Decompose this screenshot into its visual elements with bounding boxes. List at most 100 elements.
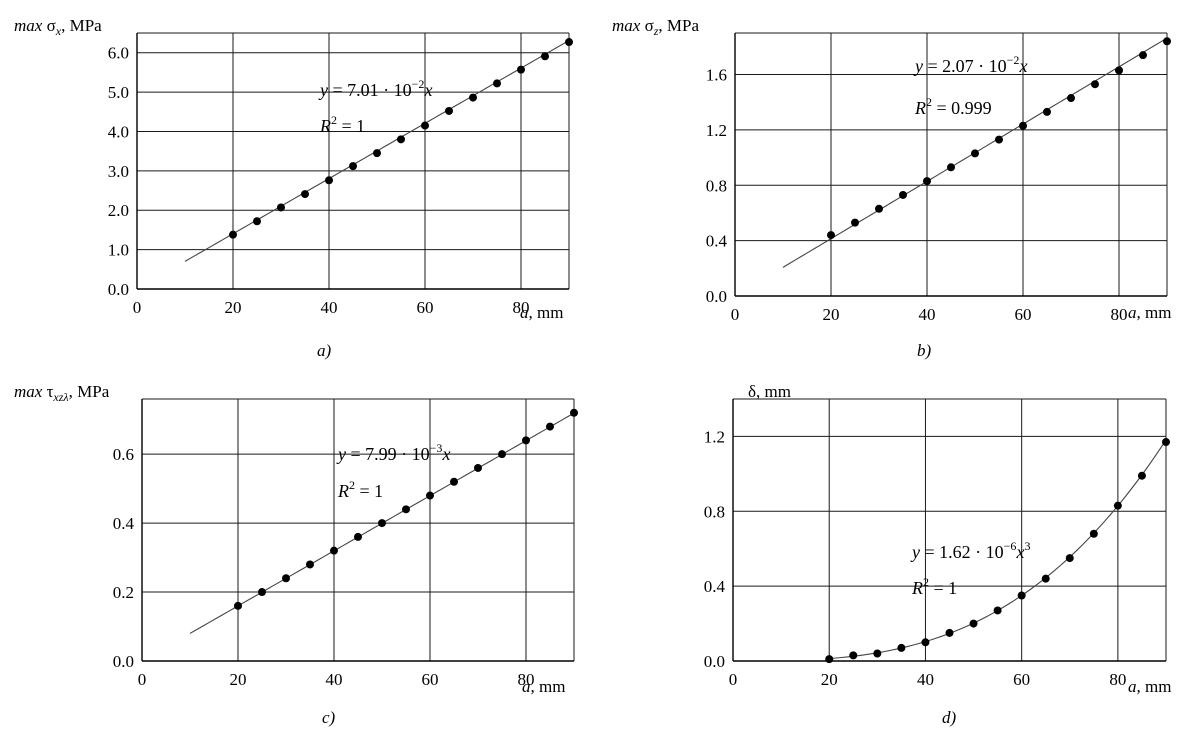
r-squared-label: R2 = 1 xyxy=(337,478,383,501)
x-tick-label: 80 xyxy=(1111,305,1128,324)
y-axis-unit: , MPa xyxy=(69,382,110,401)
data-point xyxy=(969,619,978,628)
data-point xyxy=(897,643,906,652)
data-point xyxy=(565,38,573,47)
x-axis-unit: , mm xyxy=(531,677,566,696)
data-point xyxy=(229,230,237,239)
x-tick-label: 60 xyxy=(417,298,434,317)
data-point xyxy=(875,204,883,213)
data-point xyxy=(1115,66,1123,75)
x-axis-label: a, mm xyxy=(520,303,563,322)
panel-caption: c) xyxy=(322,708,336,727)
x-tick-label: 20 xyxy=(230,670,247,689)
equation-lhs: y xyxy=(913,56,923,76)
y-axis-symbol: δ xyxy=(748,382,756,401)
x-axis-unit: , mm xyxy=(1137,303,1172,322)
x-tick-label: 80 xyxy=(1109,670,1126,689)
y-axis-subscript: z xyxy=(653,24,659,38)
x-axis-symbol: a xyxy=(1128,303,1137,322)
r-symbol: R xyxy=(337,481,349,501)
x-tick-label: 20 xyxy=(821,670,838,689)
r-exponent: 2 xyxy=(349,478,355,492)
y-axis-unit: , mm xyxy=(756,382,791,401)
y-axis-symbol: τ xyxy=(47,382,54,401)
data-point xyxy=(325,176,333,185)
data-point xyxy=(541,52,549,61)
y-tick-label: 0.6 xyxy=(113,445,134,464)
data-point xyxy=(378,519,386,528)
y-axis-label: max σz, MPa xyxy=(612,16,699,38)
equation-lhs: y xyxy=(910,542,920,562)
data-point xyxy=(1065,554,1074,563)
equation-variable: x xyxy=(1018,56,1027,76)
data-point xyxy=(493,79,501,88)
data-point xyxy=(306,560,314,569)
data-point xyxy=(945,628,954,637)
r-symbol: R xyxy=(914,98,926,118)
regression-equation: y = 1.62 · 10−6x3 xyxy=(910,539,1030,562)
y-tick-label: 1.6 xyxy=(706,66,727,85)
data-point xyxy=(1162,438,1170,447)
data-point xyxy=(921,638,930,647)
regression-equation: y = 2.07 · 10−2x xyxy=(913,53,1027,76)
data-point xyxy=(474,463,482,472)
y-tick-label: 0.0 xyxy=(704,652,725,671)
x-tick-label: 60 xyxy=(422,670,439,689)
data-point xyxy=(330,546,338,555)
x-tick-label: 0 xyxy=(133,298,142,317)
data-point xyxy=(570,408,578,417)
data-point xyxy=(1091,80,1099,89)
x-axis-label: a, mm xyxy=(1128,303,1171,322)
r-squared-value: = 1 xyxy=(929,578,957,598)
data-point xyxy=(827,231,835,240)
panel-caption: d) xyxy=(942,708,957,727)
data-point xyxy=(277,203,285,212)
y-axis-unit: , MPa xyxy=(61,16,102,35)
data-point xyxy=(517,65,525,74)
y-axis-label: max σx, MPa xyxy=(14,16,102,38)
data-point xyxy=(923,177,931,186)
x-tick-label: 80 xyxy=(513,298,530,317)
y-axis-prefix: max xyxy=(14,16,43,35)
y-tick-label: 5.0 xyxy=(108,83,129,102)
y-tick-label: 0.2 xyxy=(113,583,134,602)
data-point xyxy=(450,477,458,486)
data-point xyxy=(1043,107,1051,116)
x-tick-label: 60 xyxy=(1015,305,1032,324)
x-tick-label: 40 xyxy=(919,305,936,324)
data-point xyxy=(301,190,309,199)
y-tick-label: 0.4 xyxy=(113,514,135,533)
data-point xyxy=(258,588,266,597)
x-tick-label: 40 xyxy=(326,670,343,689)
x-axis-symbol: a xyxy=(520,303,529,322)
data-point xyxy=(426,491,434,500)
data-point xyxy=(1089,529,1098,538)
x-axis-label: a, mm xyxy=(1128,677,1171,696)
y-axis-prefix: max xyxy=(14,382,43,401)
x-axis-unit: , mm xyxy=(529,303,564,322)
chart-panel-b: 0 20 40 60 80 0.0 0.4 0.8 1.2 1.6 a, mm max σz, MPa… xyxy=(612,16,1171,360)
r-squared-label: R2 = 1 xyxy=(911,575,957,598)
equation-coefficient: = 1.62 · 10 xyxy=(920,542,1004,562)
r-exponent: 2 xyxy=(926,95,932,109)
data-point xyxy=(498,450,506,459)
data-point xyxy=(873,649,882,658)
r-exponent: 2 xyxy=(331,113,337,127)
equation-exponent: −2 xyxy=(412,77,425,91)
data-point xyxy=(851,218,859,227)
data-point xyxy=(1113,501,1122,510)
equation-variable-exponent: 3 xyxy=(1024,539,1030,553)
y-axis-label: max τxzλ, MPa xyxy=(14,382,110,404)
x-tick-label: 40 xyxy=(321,298,338,317)
data-point xyxy=(1163,37,1171,46)
data-point xyxy=(1019,121,1027,130)
x-tick-label: 80 xyxy=(518,670,535,689)
x-axis-label: a, mm xyxy=(522,677,565,696)
equation-variable: x xyxy=(441,444,450,464)
data-point xyxy=(354,532,362,541)
equation-variable: x xyxy=(1015,542,1024,562)
data-point xyxy=(1139,51,1147,60)
y-tick-label: 6.0 xyxy=(108,44,129,63)
y-tick-label: 1.2 xyxy=(706,121,727,140)
